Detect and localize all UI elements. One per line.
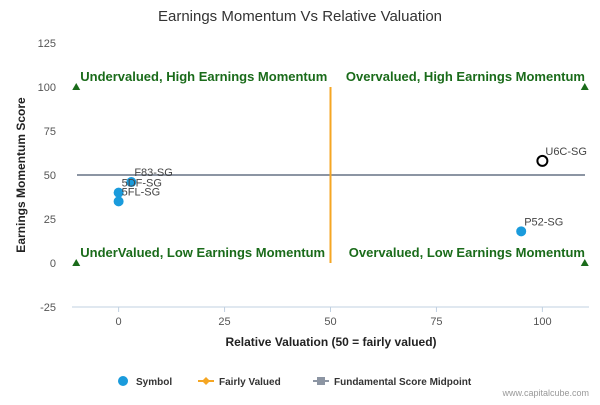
y-tick-label: 75 — [44, 126, 56, 138]
legend-label-fundamental-score-midpoint: Fundamental Score Midpoint — [334, 377, 472, 388]
quadrant-label: Overvalued, Low Earnings Momentum — [349, 245, 585, 260]
legend: Symbol Fairly Valued Fundamental Score M… — [118, 376, 472, 388]
legend-label-fairly-valued: Fairly Valued — [219, 377, 281, 388]
legend-fairly-valued-diamond-icon — [202, 377, 210, 385]
quadrant-labels: Undervalued, High Earnings Momentum Overv… — [80, 69, 585, 260]
legend-item-symbol[interactable]: Symbol — [118, 376, 172, 388]
legend-midpoint-square-icon — [317, 377, 325, 385]
legend-symbol-circle-icon — [118, 376, 128, 386]
x-tick-label: 50 — [324, 316, 336, 328]
data-point-label: P52-SG — [524, 216, 563, 228]
data-point — [516, 226, 527, 237]
data-point-label: U6C-SG — [545, 146, 587, 158]
x-tick-label: 25 — [218, 316, 230, 328]
triangle-marker-icon — [72, 83, 81, 90]
credit-text[interactable]: www.capitalcube.com — [501, 388, 589, 398]
y-tick-label: 50 — [44, 170, 56, 182]
triangle-marker-icon — [72, 259, 81, 266]
data-point — [113, 196, 124, 207]
triangle-marker-icon — [580, 83, 589, 90]
x-tick-label: 0 — [116, 316, 122, 328]
x-tick-label: 100 — [533, 316, 551, 328]
data-point — [113, 187, 124, 198]
quadrant-label: Overvalued, High Earnings Momentum — [346, 69, 585, 84]
data-point — [126, 177, 137, 188]
y-tick-label: 0 — [50, 258, 56, 270]
x-axis-label: Relative Valuation (50 = fairly valued) — [225, 335, 436, 349]
y-axis-ticks: -25 0 25 50 75 100 125 — [38, 38, 56, 314]
y-tick-label: -25 — [40, 302, 56, 314]
data-point-label: F83-SG — [134, 167, 173, 179]
x-tick-label: 75 — [430, 316, 442, 328]
legend-label-symbol: Symbol — [136, 377, 172, 388]
corner-markers — [72, 83, 589, 266]
data-point-label: 5FL-SG — [122, 186, 161, 198]
quadrant-label: UnderValued, Low Earnings Momentum — [80, 245, 325, 260]
data-point — [536, 154, 549, 167]
x-axis-tick-marks — [118, 307, 543, 312]
y-tick-label: 125 — [38, 38, 56, 50]
quadrant-label: Undervalued, High Earnings Momentum — [80, 69, 327, 84]
data-point-label: 5DF-SG — [122, 178, 162, 190]
y-axis-label: Earnings Momentum Score — [14, 97, 28, 253]
y-tick-label: 25 — [44, 214, 56, 226]
y-tick-label: 100 — [38, 82, 56, 94]
x-axis-ticks: 0 25 50 75 100 — [116, 316, 552, 328]
chart-title: Earnings Momentum Vs Relative Valuation — [158, 8, 442, 25]
legend-item-fairly-valued[interactable]: Fairly Valued — [198, 377, 281, 388]
data-points — [113, 154, 549, 237]
triangle-marker-icon — [580, 259, 589, 266]
legend-item-fundamental-score-midpoint[interactable]: Fundamental Score Midpoint — [313, 377, 472, 388]
